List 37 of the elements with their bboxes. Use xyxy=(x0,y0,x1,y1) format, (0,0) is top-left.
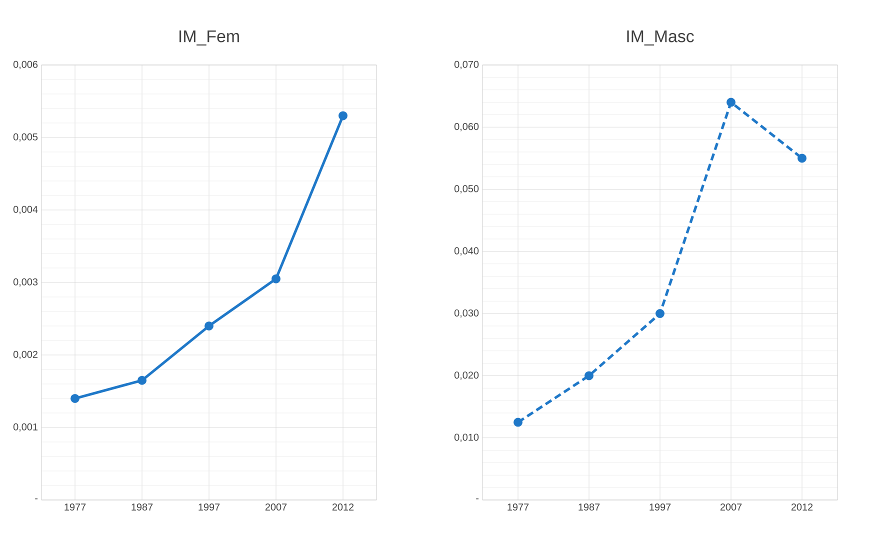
x-tick-label: 2007 xyxy=(720,504,742,511)
x-tick-label: 2012 xyxy=(332,504,354,511)
point xyxy=(138,376,147,385)
y-tick-label: - xyxy=(35,498,38,500)
y-tick-label: 0,004 xyxy=(13,206,38,214)
y-tick-label: 0,030 xyxy=(454,309,479,318)
point xyxy=(70,394,80,403)
point xyxy=(272,274,281,284)
y-tick-label: 0,040 xyxy=(454,247,479,256)
x-tick-label: 1997 xyxy=(198,504,220,511)
point xyxy=(338,111,348,120)
point xyxy=(514,418,523,427)
y-tick-label: 0,006 xyxy=(13,60,38,70)
y-tick-label: 0,005 xyxy=(13,133,38,142)
y-tick-label: 0,020 xyxy=(454,372,479,380)
x-tick-label: 1987 xyxy=(578,504,600,511)
y-tick-label: 0,002 xyxy=(13,350,38,360)
point xyxy=(798,154,807,163)
y-tick-label: 0,010 xyxy=(454,434,479,442)
x-tick-label: 1977 xyxy=(508,504,529,511)
y-tick-label: 0,070 xyxy=(454,60,479,70)
y-tick-label: 0,001 xyxy=(13,423,38,432)
x-tick-label: 2012 xyxy=(791,504,813,511)
chart-title: IM_Masc xyxy=(627,30,694,46)
x-tick-label: 2007 xyxy=(265,504,287,511)
x-tick-label: 1997 xyxy=(650,504,671,511)
point xyxy=(584,371,594,380)
point xyxy=(204,321,214,330)
point xyxy=(656,309,665,318)
x-tick-label: 1977 xyxy=(64,504,86,511)
chart-title: IM_Fem xyxy=(180,30,239,46)
y-tick-label: 0,050 xyxy=(454,185,479,194)
y-tick-label: - xyxy=(476,498,479,500)
y-tick-label: 0,003 xyxy=(13,278,38,287)
y-tick-label: 0,060 xyxy=(454,123,479,132)
point xyxy=(726,98,736,107)
x-tick-label: 1987 xyxy=(132,504,153,511)
